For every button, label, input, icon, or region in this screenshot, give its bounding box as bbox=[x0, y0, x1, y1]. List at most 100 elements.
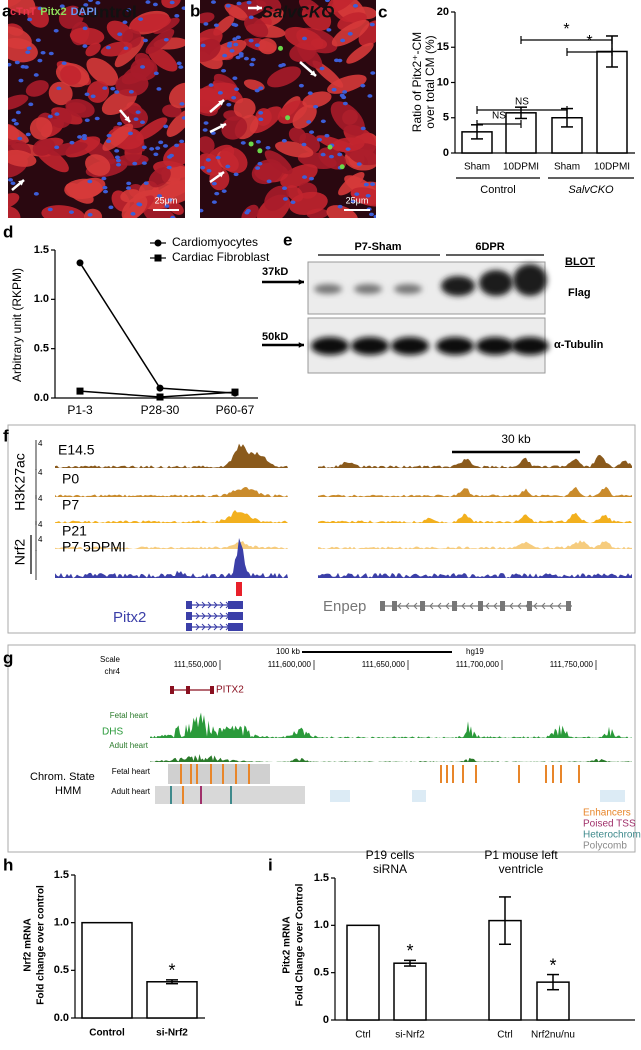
exon bbox=[228, 623, 243, 631]
strand-arrow bbox=[501, 602, 506, 610]
track-label: Fetal heart bbox=[112, 767, 151, 776]
nucleus bbox=[33, 192, 39, 196]
nucleus bbox=[249, 62, 255, 67]
y-axis-label: Nrf2 mRNA bbox=[23, 918, 34, 971]
cell bbox=[130, 58, 158, 81]
coordinate-label: 111,700,000 bbox=[456, 660, 500, 669]
nucleus bbox=[205, 158, 211, 162]
strand-arrow bbox=[219, 623, 224, 631]
pitx2-nucleus bbox=[285, 115, 291, 121]
nucleus bbox=[101, 176, 107, 181]
nucleus bbox=[37, 6, 43, 11]
cell bbox=[115, 154, 149, 166]
x-tick-label: Sham bbox=[554, 162, 580, 173]
nucleus bbox=[15, 110, 21, 115]
coordinate-label: 111,750,000 bbox=[550, 660, 594, 669]
micrograph bbox=[8, 0, 185, 218]
nucleus bbox=[352, 4, 358, 8]
nucleus bbox=[167, 198, 173, 202]
strand-arrow bbox=[557, 602, 562, 610]
nucleus bbox=[225, 4, 231, 8]
nucleus bbox=[125, 186, 131, 190]
band bbox=[476, 337, 514, 355]
nucleus bbox=[82, 44, 88, 48]
cell bbox=[331, 137, 365, 153]
nucleus bbox=[105, 139, 111, 144]
band bbox=[511, 337, 549, 355]
panel-label: f bbox=[3, 426, 9, 445]
strand-arrow bbox=[533, 602, 538, 610]
cell bbox=[8, 149, 37, 167]
nucleus bbox=[258, 117, 264, 122]
nucleus bbox=[203, 121, 209, 125]
track-group: Nrf2 bbox=[12, 539, 28, 566]
exon bbox=[228, 612, 243, 620]
nucleus bbox=[203, 22, 209, 26]
strand-arrow bbox=[219, 601, 224, 609]
chrom-state bbox=[248, 764, 250, 784]
nucleus bbox=[211, 181, 217, 186]
nucleus bbox=[140, 65, 146, 69]
nucleus bbox=[240, 141, 246, 145]
nucleus bbox=[345, 147, 351, 151]
nucleus bbox=[235, 35, 241, 40]
pitx2-nucleus bbox=[278, 45, 284, 51]
nucleus bbox=[337, 152, 343, 157]
nucleus bbox=[235, 55, 241, 60]
cell bbox=[302, 91, 332, 108]
cell bbox=[100, 41, 133, 57]
strand-arrow bbox=[485, 602, 490, 610]
x-tick-label: Control bbox=[89, 1028, 125, 1039]
strand-arrow bbox=[207, 601, 212, 609]
nucleus bbox=[163, 124, 169, 129]
track-scale: 4 bbox=[38, 535, 43, 544]
strand-arrow bbox=[541, 602, 546, 610]
exon bbox=[380, 601, 385, 611]
stain-label: DAPI bbox=[71, 6, 97, 18]
x-tick-label: Sham bbox=[464, 162, 490, 173]
nucleus bbox=[152, 2, 158, 7]
nucleus bbox=[90, 94, 96, 99]
nucleus bbox=[26, 46, 32, 51]
nucleus bbox=[158, 140, 164, 145]
coordinate-label: 111,600,000 bbox=[268, 660, 312, 669]
cell bbox=[136, 117, 168, 141]
group-label: siRNA bbox=[373, 862, 407, 876]
nucleus bbox=[69, 140, 75, 145]
nucleus bbox=[328, 154, 334, 159]
group-label: SalvCKO bbox=[568, 184, 614, 196]
coordinate-label: 111,550,000 bbox=[174, 660, 218, 669]
significance-label: NS bbox=[515, 97, 529, 108]
strand-arrow bbox=[207, 612, 212, 620]
nucleus bbox=[20, 64, 26, 69]
band bbox=[351, 337, 389, 355]
panel-label: d bbox=[3, 222, 13, 241]
panel-frame bbox=[7, 644, 636, 853]
signal-track bbox=[55, 540, 632, 549]
arrow-head bbox=[298, 279, 304, 285]
nucleus bbox=[149, 147, 155, 151]
nucleus bbox=[363, 182, 369, 187]
strand-arrow bbox=[461, 602, 466, 610]
nucleus bbox=[179, 139, 185, 144]
nucleus bbox=[153, 152, 159, 157]
blot-label: α-Tubulin bbox=[554, 339, 604, 351]
nucleus bbox=[84, 118, 90, 123]
nucleus bbox=[128, 90, 134, 94]
legend-label: Poised TSS bbox=[583, 819, 636, 830]
nucleus bbox=[68, 210, 74, 214]
legend-label: Heterochromatin bbox=[583, 830, 641, 841]
arrow-head bbox=[218, 100, 224, 106]
cell bbox=[29, 117, 53, 140]
nucleus bbox=[81, 136, 87, 141]
marker bbox=[76, 259, 84, 267]
track-label: P7 5DPMI bbox=[62, 539, 126, 555]
browser-label: Scale bbox=[100, 655, 121, 664]
arrow-head bbox=[256, 5, 262, 11]
signal-track bbox=[55, 443, 632, 468]
y-tick-label: 1.0 bbox=[34, 293, 49, 305]
band bbox=[314, 284, 342, 294]
cell bbox=[288, 127, 307, 144]
cell bbox=[58, 5, 84, 29]
group-label: ventricle bbox=[499, 862, 544, 876]
